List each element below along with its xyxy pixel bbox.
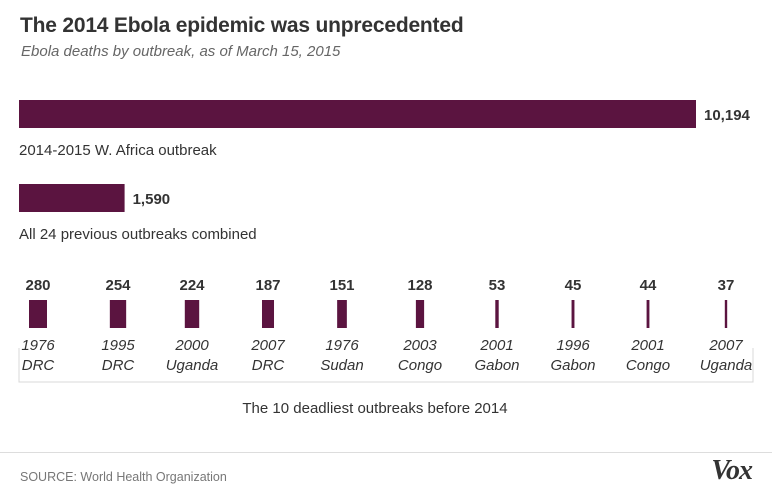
outbreak-year-1: 1995	[101, 337, 135, 354]
outbreak-place-2: Uganda	[166, 357, 219, 374]
vox-logo: Vox	[711, 455, 753, 486]
outbreak-year-3: 2007	[250, 337, 285, 354]
outbreak-value-5: 128	[407, 277, 432, 294]
outbreak-year-8: 2001	[630, 337, 664, 354]
outbreak-value-7: 45	[565, 277, 582, 294]
outbreak-bar-1	[109, 300, 127, 328]
value-label-1: 1,590	[133, 191, 171, 208]
chart-subtitle: Ebola deaths by outbreak, as of March 15…	[21, 43, 341, 60]
outbreak-place-5: Congo	[398, 357, 442, 374]
outbreak-bar-4	[337, 300, 347, 328]
outbreak-place-6: Gabon	[474, 357, 519, 374]
chart-title: The 2014 Ebola epidemic was unprecedente…	[20, 14, 464, 37]
outbreak-bar-6	[495, 300, 499, 328]
outbreak-value-6: 53	[489, 277, 506, 294]
outbreak-year-4: 1976	[325, 337, 359, 354]
outbreak-year-0: 1976	[21, 337, 55, 354]
bar-1	[19, 184, 125, 212]
outbreak-year-9: 2007	[708, 337, 743, 354]
value-label-0: 10,194	[704, 107, 751, 124]
source-note: SOURCE: World Health Organization	[20, 470, 227, 484]
outbreak-year-6: 2001	[479, 337, 513, 354]
outbreak-bar-7	[571, 300, 575, 328]
outbreak-value-2: 224	[179, 277, 205, 294]
outbreak-value-1: 254	[105, 277, 131, 294]
outbreak-bar-8	[646, 300, 650, 328]
footer-divider	[0, 452, 772, 453]
category-label-0: 2014-2015 W. Africa outbreak	[19, 142, 217, 159]
outbreak-place-4: Sudan	[320, 357, 363, 374]
outbreak-bar-2	[184, 300, 200, 328]
group-bracket	[18, 348, 754, 383]
category-label-1: All 24 previous outbreaks combined	[19, 226, 257, 243]
outbreak-place-1: DRC	[102, 357, 135, 374]
group-title: The 10 deadliest outbreaks before 2014	[242, 400, 507, 417]
outbreak-place-9: Uganda	[700, 357, 753, 374]
outbreak-bar-5	[415, 300, 425, 328]
outbreak-value-3: 187	[255, 277, 280, 294]
outbreak-place-7: Gabon	[550, 357, 595, 374]
outbreak-value-8: 44	[640, 277, 657, 294]
outbreak-value-9: 37	[718, 277, 735, 294]
outbreak-value-0: 280	[25, 277, 50, 294]
outbreak-place-3: DRC	[252, 357, 285, 374]
outbreak-value-4: 151	[329, 277, 354, 294]
chart-canvas: 10,194 2014-2015 W. Africa outbreak 1,590 A…	[18, 100, 754, 417]
outbreak-place-0: DRC	[22, 357, 55, 374]
outbreak-bar-0	[29, 300, 47, 328]
outbreak-year-2: 2000	[174, 337, 209, 354]
outbreak-year-5: 2003	[402, 337, 437, 354]
outbreak-bar-3	[261, 300, 275, 328]
outbreak-year-7: 1996	[556, 337, 590, 354]
outbreak-place-8: Congo	[626, 357, 670, 374]
bar-0	[19, 100, 696, 128]
outbreak-bar-9	[724, 300, 728, 328]
